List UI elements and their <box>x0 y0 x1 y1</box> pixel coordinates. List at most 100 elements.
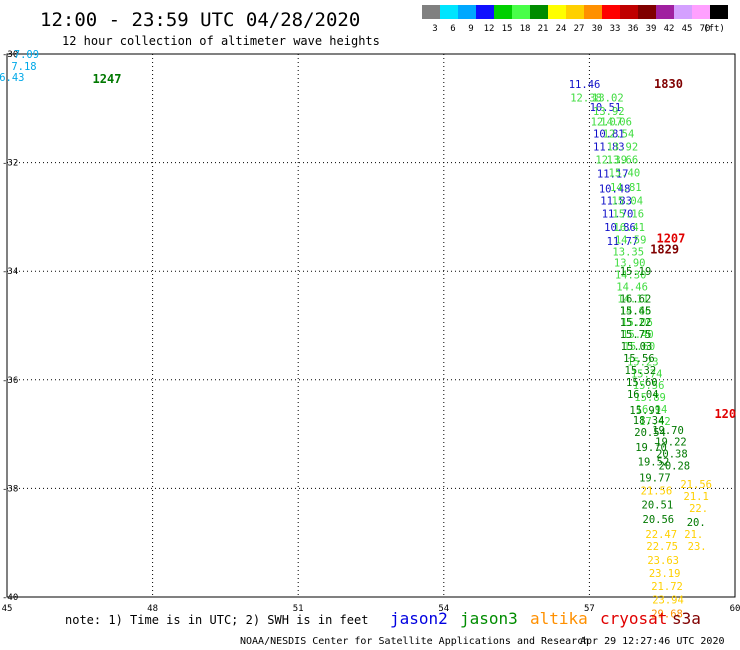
legend: jason2 jason3 altika cryosat s3a <box>390 609 701 628</box>
wave-height-label: 15.56 <box>623 353 655 365</box>
wave-height-label: 23.94 <box>652 595 684 607</box>
wave-height-label: 19.22 <box>655 437 687 449</box>
plot-area: 45 48 51 54 57 60 -30 -32 -34 -36 -38 -40 11.46 10.51… <box>0 49 740 620</box>
plot-frame <box>6 53 736 598</box>
pass-time-label: 1247 <box>93 72 122 86</box>
wave-height-label: 19.70 <box>652 425 684 437</box>
chart-subtitle: 12 hour collection of altimeter wave hei… <box>62 34 380 48</box>
wave-height-label: 22. <box>689 503 708 515</box>
wave-height-label: 13.92 <box>607 141 639 153</box>
wave-height-label: 15.19 <box>620 266 652 278</box>
x-tick-label: 51 <box>293 604 304 614</box>
colorbar-label: 45 <box>682 24 693 34</box>
x-tick-label: 45 <box>2 604 13 614</box>
colorbar-label: 9 <box>468 24 473 34</box>
pass-time-label: 1829 <box>650 242 679 256</box>
wave-height-label: 14.30 <box>615 269 647 281</box>
wave-height-label: 15.60 <box>626 377 658 389</box>
wave-height-label: 11.70 <box>602 209 634 221</box>
colorbar-label: 30 <box>592 24 603 34</box>
legend-entry: s3a <box>672 609 701 628</box>
wave-height-label: 23.63 <box>647 555 679 567</box>
wave-height-label: 20.38 <box>656 449 688 461</box>
colorbar-swatch <box>458 5 476 19</box>
colorbar-swatch <box>584 5 602 19</box>
series-jason3: 12.3813.0213.9212.0714.0612.5413.9212.39… <box>570 92 671 428</box>
wave-height-label: 20.54 <box>634 427 666 439</box>
colorbar-swatch <box>548 5 566 19</box>
colorbar-swatch <box>476 5 494 19</box>
wave-height-label: 15.89 <box>634 392 666 404</box>
legend-entry: altika <box>530 609 588 628</box>
wave-height-label: 21.56 <box>680 479 712 491</box>
colorbar-label: 42 <box>664 24 675 34</box>
y-tick-label: -34 <box>2 267 18 277</box>
wave-height-label: 16.04 <box>627 389 659 401</box>
wave-height-label: 20. <box>687 517 706 529</box>
wave-height-label: 22.47 <box>645 529 677 541</box>
wave-height-label: 16.62 <box>620 293 652 305</box>
wave-height-label: 15.75 <box>620 329 652 341</box>
colorbar-label: 6 <box>450 24 455 34</box>
legend-entry: cryosat <box>600 609 667 628</box>
legend-entry: jason2 <box>390 609 448 628</box>
colorbar-swatch <box>638 5 656 19</box>
wave-height-label: 29.68 <box>651 608 683 620</box>
wave-height-label: 14.06 <box>600 116 632 128</box>
wave-height-label: 15.60 <box>624 341 656 353</box>
wave-height-label: 15.56 <box>633 380 665 392</box>
wave-height-label: 13.90 <box>614 258 646 270</box>
wave-height-label: 12.39 <box>595 154 627 166</box>
colorbar-label: (ft) <box>703 24 725 34</box>
wave-height-label: 14.46 <box>616 281 648 293</box>
wave-height-label: 12.07 <box>591 116 623 128</box>
wave-height-label: 13.02 <box>592 92 624 104</box>
pass-time-label: 1830 <box>654 77 683 91</box>
y-tick-label: -30 <box>2 50 18 60</box>
legend-entry: jason3 <box>460 609 518 628</box>
pass-time-label: 1207 <box>656 232 685 246</box>
colorbar-label: 21 <box>538 24 549 34</box>
colorbar-swatch <box>422 5 440 19</box>
series-jason2: 11.4610.5110.8111.8311.1710.4811.8311.70… <box>569 79 638 248</box>
wave-height-label: 11.46 <box>569 79 601 91</box>
y-tick-label: -32 <box>2 159 18 169</box>
wave-height-label: 11.83 <box>593 141 625 153</box>
wave-height-label: 13.92 <box>593 106 625 118</box>
wave-height-label: 21.72 <box>651 581 683 593</box>
colorbar-label: 15 <box>502 24 513 34</box>
colorbar-swatch <box>494 5 512 19</box>
series-other: 7.097.186.43 <box>0 49 39 84</box>
wave-height-label: 16.41 <box>613 222 645 234</box>
wave-height-label: 15.45 <box>620 305 652 317</box>
wave-height-label: 14.66 <box>620 305 652 317</box>
y-tick-label: -40 <box>2 593 18 603</box>
wave-height-label: 20.28 <box>659 461 691 473</box>
colorbar-swatch <box>602 5 620 19</box>
wave-height-label: 10.86 <box>604 222 636 234</box>
colorbar-swatch <box>512 5 530 19</box>
colorbar-swatch <box>440 5 458 19</box>
wave-height-label: 16.94 <box>636 404 668 416</box>
wave-height-label: 15.22 <box>620 317 652 329</box>
wave-height-label: 23. <box>688 541 707 553</box>
colorbar-label: 33 <box>610 24 621 34</box>
wave-height-label: 19.77 <box>639 473 671 485</box>
wave-height-label: 21.56 <box>641 486 673 498</box>
series-jason3: 15.1916.6215.4515.2215.7515.0315.5615.32… <box>620 266 706 529</box>
wave-height-label: 15.40 <box>609 167 641 179</box>
credit-text: NOAA/NESDIS Center for Satellite Applica… <box>240 636 589 647</box>
wave-height-label: 20.51 <box>642 500 674 512</box>
wave-height-label: 6.43 <box>0 72 25 84</box>
wave-height-label: 15.91 <box>629 405 661 417</box>
wave-height-label: 15.40 <box>622 329 654 341</box>
wave-height-label: 15.23 <box>627 356 659 368</box>
wave-height-label: 22.75 <box>646 541 678 553</box>
wave-height-label: 19.70 <box>635 442 667 454</box>
colorbar-label: 12 <box>484 24 495 34</box>
wave-height-label: 14.81 <box>610 182 642 194</box>
wave-height-label: 23.19 <box>649 568 681 580</box>
colorbar-swatch <box>530 5 548 19</box>
wave-height-label: 21. <box>684 529 703 541</box>
colorbar-label: 27 <box>574 24 585 34</box>
